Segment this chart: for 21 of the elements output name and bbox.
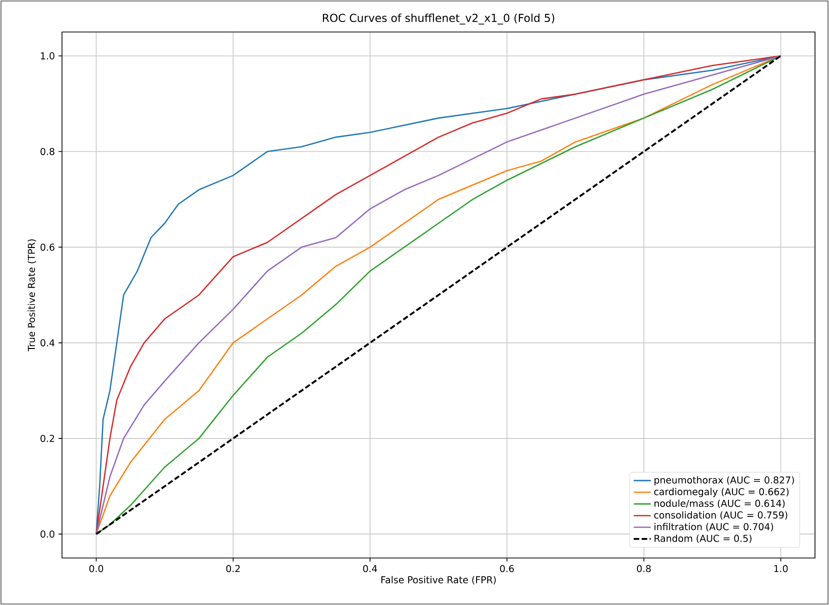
x-axis-title: False Positive Rate (FPR) bbox=[381, 576, 496, 584]
y-tick-label: 0.0 bbox=[40, 530, 54, 538]
chart-title: ROC Curves of shufflenet_v2_x1_0 (Fold 5) bbox=[322, 14, 554, 24]
legend-label: cardiomegaly (AUC = 0.662) bbox=[654, 488, 789, 498]
y-tick-label: 0.4 bbox=[40, 339, 54, 346]
legend-label: pneumothorax (AUC = 0.827) bbox=[654, 476, 794, 486]
legend-label: Random (AUC = 0.5) bbox=[654, 534, 752, 544]
x-tick-label: 0.0 bbox=[89, 564, 104, 572]
x-tick-label: 0.6 bbox=[500, 564, 514, 572]
x-tick-label: 0.8 bbox=[636, 564, 651, 572]
legend-label: infiltration (AUC = 0.704) bbox=[654, 522, 774, 532]
y-tick-label: 0.8 bbox=[40, 148, 54, 156]
x-tick-label: 0.2 bbox=[226, 564, 240, 572]
y-tick-label: 0.6 bbox=[40, 244, 54, 251]
y-axis-title: True Positive Rate (TPR) bbox=[28, 239, 36, 352]
y-tick-label: 0.2 bbox=[40, 434, 54, 442]
x-tick-label: 1.0 bbox=[774, 564, 788, 572]
x-tick-label: 0.4 bbox=[363, 564, 378, 572]
legend-label: consolidation (AUC = 0.759) bbox=[654, 511, 788, 520]
legend-label: nodule/mass (AUC = 0.614) bbox=[654, 500, 785, 508]
y-tick-label: 1.0 bbox=[40, 52, 54, 60]
